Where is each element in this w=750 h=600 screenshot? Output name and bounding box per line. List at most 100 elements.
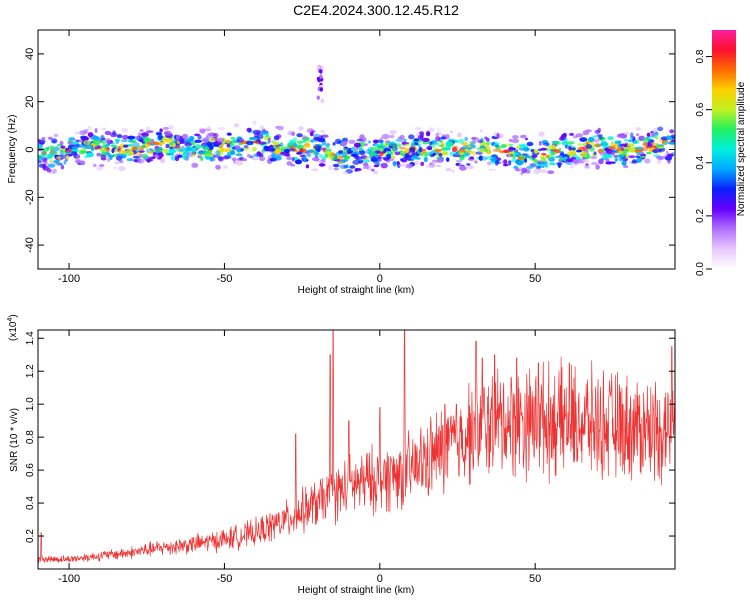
band-blob bbox=[178, 149, 184, 152]
band-blob bbox=[342, 137, 348, 143]
snr-xlabel: Height of straight line (km) bbox=[298, 585, 415, 596]
band-blob bbox=[175, 134, 181, 140]
y-tick-label: 0.2 bbox=[25, 529, 36, 543]
colorbar-tick-label: 0.8 bbox=[695, 49, 706, 63]
band-blob bbox=[554, 155, 562, 159]
snr-panel: -100 -50 0 50 0.2 0.4 0.6 0.8 1.0 1.2 1.4 Height o… bbox=[7, 314, 676, 596]
band-blob bbox=[455, 159, 463, 163]
band-blob bbox=[42, 151, 46, 155]
band-blob bbox=[182, 133, 189, 140]
band-blob bbox=[140, 145, 147, 148]
band-blob bbox=[342, 171, 348, 175]
band-blob bbox=[131, 146, 138, 151]
band-blob bbox=[148, 156, 154, 160]
band-blob bbox=[593, 151, 597, 156]
x-tick-label: 50 bbox=[529, 573, 541, 585]
band-blob bbox=[445, 134, 450, 140]
band-blob bbox=[86, 143, 92, 149]
band-blob bbox=[448, 138, 456, 141]
band-blob bbox=[168, 148, 177, 154]
band-blob bbox=[394, 151, 401, 156]
band-blob bbox=[614, 143, 619, 149]
y-tick-label: 1.2 bbox=[25, 364, 36, 378]
band-blob bbox=[493, 148, 501, 152]
band-blob bbox=[405, 163, 413, 169]
band-blob bbox=[396, 161, 400, 165]
band-blob bbox=[38, 159, 42, 164]
band-blob bbox=[292, 137, 298, 142]
y-tick-label: 20 bbox=[24, 96, 36, 108]
band-blob bbox=[503, 149, 511, 153]
band-blob bbox=[579, 137, 588, 143]
band-blob bbox=[83, 128, 89, 134]
band-blob bbox=[465, 145, 473, 148]
band-blob bbox=[392, 161, 397, 167]
band-blob bbox=[200, 156, 204, 161]
band-blob bbox=[269, 144, 274, 149]
band-blob bbox=[387, 151, 393, 154]
feature-blob bbox=[316, 65, 320, 70]
band-blob bbox=[640, 151, 644, 155]
band-blob bbox=[542, 142, 550, 146]
band-blob bbox=[291, 157, 295, 162]
band-blob bbox=[184, 146, 192, 152]
band-blob bbox=[610, 141, 614, 146]
band-blob bbox=[590, 162, 599, 165]
snr-series-line bbox=[38, 330, 675, 564]
band-blob bbox=[68, 137, 76, 141]
band-blob bbox=[271, 154, 280, 159]
band-blob bbox=[592, 135, 598, 138]
band-blob bbox=[154, 155, 160, 159]
band-blob bbox=[624, 138, 629, 142]
band-blob bbox=[314, 151, 320, 156]
band-blob bbox=[298, 126, 304, 131]
band-blob bbox=[100, 157, 107, 161]
band-blob bbox=[381, 133, 390, 140]
band-blob bbox=[636, 133, 640, 137]
band-blob bbox=[203, 128, 212, 132]
band-blob bbox=[645, 138, 649, 141]
band-blob bbox=[145, 159, 154, 162]
band-blob bbox=[373, 164, 380, 168]
band-blob bbox=[358, 148, 364, 152]
band-blob bbox=[269, 157, 277, 162]
band-blob bbox=[464, 136, 468, 142]
band-blob bbox=[132, 142, 140, 148]
band-blob bbox=[605, 161, 613, 165]
band-blob bbox=[558, 157, 563, 162]
colorbar-tick-label: 0.4 bbox=[695, 155, 706, 169]
band-blob bbox=[254, 140, 260, 144]
band-blob bbox=[128, 144, 133, 147]
band-blob bbox=[219, 144, 224, 148]
band-blob bbox=[321, 134, 329, 138]
band-blob bbox=[305, 164, 310, 169]
band-blob bbox=[477, 139, 483, 144]
band-blob bbox=[520, 144, 528, 148]
band-blob bbox=[187, 152, 193, 158]
x-tick-label: 50 bbox=[529, 273, 541, 285]
band-blob bbox=[38, 144, 42, 151]
feature-blob bbox=[320, 98, 324, 104]
band-blob bbox=[122, 134, 129, 140]
band-blob bbox=[572, 159, 579, 164]
feature-blob bbox=[316, 95, 320, 100]
band-blob bbox=[512, 135, 519, 139]
band-blob bbox=[432, 152, 436, 156]
band-blob bbox=[431, 149, 436, 154]
band-blob bbox=[408, 134, 415, 140]
band-blob bbox=[185, 138, 194, 143]
band-blob bbox=[362, 159, 371, 163]
band-blob bbox=[531, 154, 538, 158]
band-blob bbox=[233, 123, 240, 128]
band-blob bbox=[437, 144, 445, 147]
band-blob bbox=[96, 152, 101, 157]
band-blob bbox=[390, 155, 396, 160]
band-blob bbox=[472, 137, 480, 142]
band-blob bbox=[94, 128, 98, 134]
band-blob bbox=[141, 132, 149, 137]
band-blob bbox=[583, 165, 591, 170]
band-blob bbox=[605, 158, 610, 162]
band-blob bbox=[457, 132, 462, 138]
band-blob bbox=[104, 147, 111, 151]
